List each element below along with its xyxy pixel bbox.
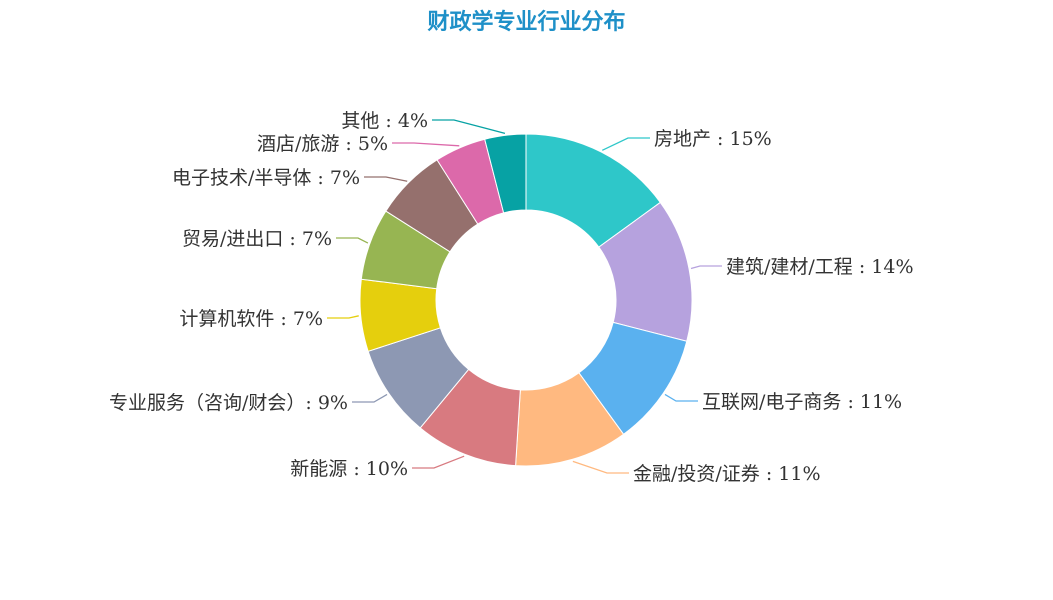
label-leader-line [601,137,650,151]
label-leader-line [412,455,465,469]
label-leader-line [572,460,629,474]
slice-label: 房地产 : 15% [654,128,772,150]
slice-label: 新能源 : 10% [290,458,408,480]
slice-label: 电子技术/半导体 : 7% [172,167,360,189]
slice-label: 建筑/建材/工程 : 14% [726,256,914,278]
label-leader-line [327,315,359,319]
label-leader-line [664,393,698,402]
slice-label: 贸易/进出口 : 7% [182,228,332,250]
label-leader-line [336,237,369,244]
slice-label: 其他 : 4% [341,110,428,132]
slice-label: 酒店/旅游 : 5% [257,133,388,155]
label-leader-line [690,265,722,270]
slice-label: 专业服务（咨询/财会）: 9% [109,392,348,414]
label-leader-line [352,393,388,403]
pie-slice [484,133,527,214]
chart-title: 财政学专业行业分布 [427,10,626,35]
label-leader-line [432,119,506,134]
slice-label: 计算机软件 : 7% [179,308,323,330]
slice-label: 互联网/电子商务 : 11% [702,391,902,413]
label-leader-line [364,176,408,182]
label-leader-line [392,142,460,147]
slice-label: 金融/投资/证券 : 11% [633,463,821,485]
